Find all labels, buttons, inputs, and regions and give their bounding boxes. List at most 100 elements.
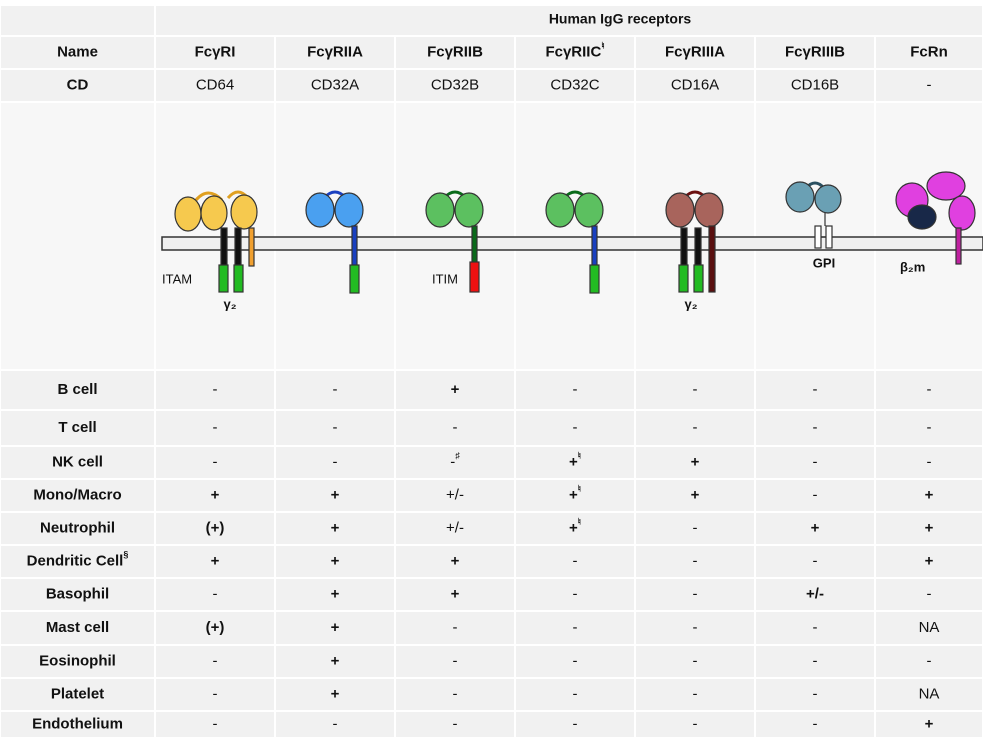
cell-value: (+) [206,619,225,636]
row-label: T cell [58,419,96,436]
cell-value: - [573,685,578,702]
cell-value: - [813,486,818,503]
superscript: ♯ [455,451,460,461]
cell-value-text: - [333,381,338,398]
cell-value-text: + [331,652,340,669]
cell-value: - [927,419,932,436]
cell-value-text: + [569,519,578,536]
column-name: FcγRIIIB [785,43,845,60]
cd-label-text: - [927,76,932,93]
cd-label-text: CD32C [550,76,599,93]
cell-value: - [813,381,818,398]
cell-value-text: - [213,419,218,436]
cell-value: - [453,652,458,669]
cd-label: CD32C [550,76,599,93]
cell-value-text: - [213,585,218,602]
superscript: § [123,550,128,560]
superscript: ♮ [578,517,581,527]
cell [276,103,394,369]
cell-value-text: + [331,519,340,536]
cell-value-text: - [573,381,578,398]
cell-value-text: - [693,552,698,569]
cell-value-text: - [573,552,578,569]
cell-value-text: + [691,486,700,503]
cell-value-text: +/- [806,585,824,602]
row-label: NK cell [52,453,103,470]
cell-value-text: - [693,715,698,732]
cell-value-text: - [573,715,578,732]
superscript: ♮ [601,41,604,51]
cell-value: NA [919,619,940,636]
cell-value-text: - [813,715,818,732]
cell-value: +/- [446,486,464,503]
cell-value: - [333,381,338,398]
cell-value-text: NA [919,685,940,702]
cell-value: + [451,381,460,398]
column-name: FcγRIIIA [665,43,725,60]
cell-value-text: - [213,652,218,669]
cell-value-text: + [691,453,700,470]
cell-value-text: +/- [446,519,464,536]
cell-value: + [331,619,340,636]
cell-value: +/- [806,585,824,602]
cell-value: + [925,519,934,536]
cell-value-text: - [693,619,698,636]
cell-value-text: - [453,715,458,732]
cell-value: - [693,715,698,732]
cell-value-text: - [573,585,578,602]
row-label-text: Basophil [46,585,109,602]
cell-value-text: + [569,453,578,470]
cd-label-text: CD16A [671,76,719,93]
column-name-text: FcγRIIIA [665,43,725,60]
superscript: ♮ [578,484,581,494]
row-label-text: Endothelium [32,715,123,732]
row-header: Name [57,43,98,60]
cell-value-text: - [813,685,818,702]
page: ITAM γ₂ ITIM γ₂ GPI β₂m Human IgG recept… [0,0,983,738]
cell-value: - [573,381,578,398]
cell-value-text: - [693,419,698,436]
cell-value-text: NA [919,619,940,636]
cell-value: - [693,381,698,398]
cell-value-text: - [453,685,458,702]
row-label: Platelet [51,685,104,702]
cell-value-text: - [813,381,818,398]
cell-value: - [213,453,218,470]
cell-value-text: + [569,486,578,503]
cell-value: - [213,419,218,436]
cell-value: - [453,419,458,436]
cd-label-text: CD16B [791,76,839,93]
cell-value: + [331,486,340,503]
cell-value-text: - [927,652,932,669]
cell-value: NA [919,685,940,702]
cell-value: + [925,715,934,732]
cd-label: CD32A [311,76,359,93]
cd-label-text: CD32B [431,76,479,93]
row-label: Mast cell [46,619,109,636]
cell-value: (+) [206,519,225,536]
cell-value-text: - [927,453,932,470]
diagram-label: β₂m [900,259,925,274]
cd-label: CD32B [431,76,479,93]
cell-value: - [213,715,218,732]
cell-value-text: - [693,381,698,398]
cell-value-text: + [331,619,340,636]
cell-value-text: + [451,585,460,602]
cell-value: - [333,419,338,436]
cell-value-text: + [925,552,934,569]
cell-value: - [813,619,818,636]
row-label-text: Eosinophil [39,652,116,669]
cell-value: - [693,619,698,636]
row-label-text: T cell [58,419,96,436]
cell-value-text: - [333,715,338,732]
row-label: Neutrophil [40,519,115,536]
column-name: FcγRI [195,43,236,60]
membrane [162,237,983,250]
cell-value: - [927,453,932,470]
cell-value-text: +/- [446,486,464,503]
cell-value: - [813,419,818,436]
cell-value-text: + [451,381,460,398]
diagram-label: ITIM [432,271,458,286]
cell-value: - [693,519,698,536]
cell-value-text: (+) [206,519,225,536]
